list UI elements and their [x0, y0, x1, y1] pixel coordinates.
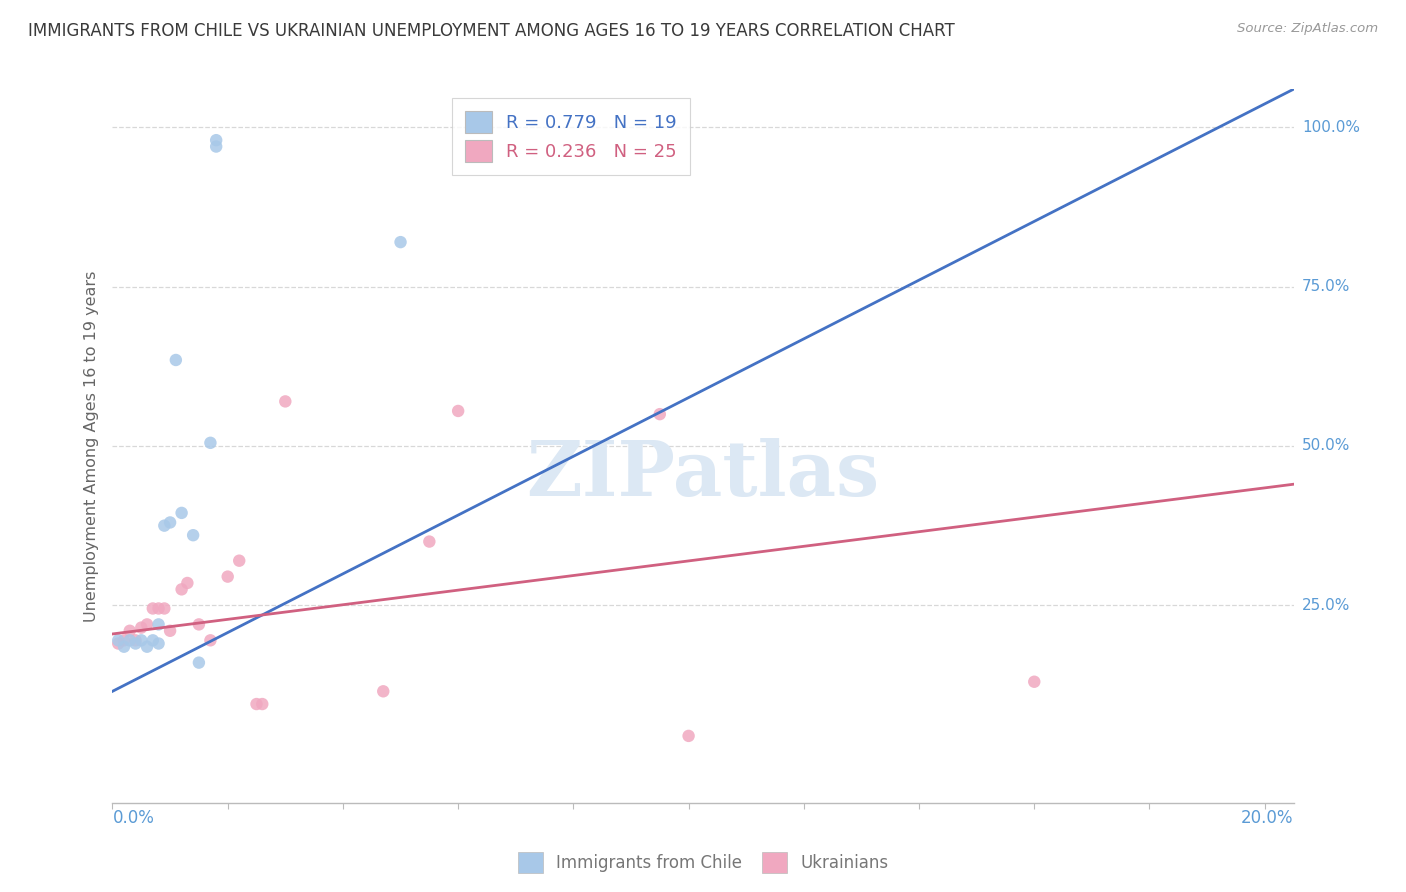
Point [418, 534, 440, 549]
Legend: Immigrants from Chile, Ukrainians: Immigrants from Chile, Ukrainians [510, 846, 896, 880]
Point [170, 506, 193, 520]
Point [136, 617, 159, 632]
Point [274, 394, 297, 409]
Point [112, 633, 135, 648]
Point [148, 636, 170, 650]
Point [124, 636, 146, 650]
Text: 50.0%: 50.0% [1302, 439, 1350, 453]
Point [112, 640, 135, 654]
Point [107, 633, 129, 648]
Text: 75.0%: 75.0% [1302, 279, 1350, 294]
Point [187, 617, 209, 632]
Text: 25.0%: 25.0% [1302, 598, 1350, 613]
Point [165, 353, 187, 368]
Point [389, 235, 412, 249]
Y-axis label: Unemployment Among Ages 16 to 19 years: Unemployment Among Ages 16 to 19 years [83, 270, 98, 622]
Point [148, 601, 170, 615]
Point [447, 404, 470, 418]
Text: 20.0%: 20.0% [1241, 809, 1294, 827]
Point [153, 518, 176, 533]
Point [124, 633, 146, 648]
Point [678, 729, 700, 743]
Point [118, 624, 141, 638]
Point [129, 633, 152, 648]
Point [153, 601, 176, 615]
Point [142, 601, 165, 615]
Point [252, 697, 274, 711]
Text: IMMIGRANTS FROM CHILE VS UKRAINIAN UNEMPLOYMENT AMONG AGES 16 TO 19 YEARS CORREL: IMMIGRANTS FROM CHILE VS UKRAINIAN UNEMP… [28, 22, 955, 40]
Point [217, 569, 239, 583]
Point [129, 621, 152, 635]
Point [148, 617, 170, 632]
Point [205, 133, 228, 147]
Point [159, 516, 181, 530]
Point [648, 407, 671, 421]
Point [159, 624, 181, 638]
Point [200, 633, 222, 648]
Text: 0.0%: 0.0% [112, 809, 155, 827]
Point [228, 554, 250, 568]
Point [181, 528, 204, 542]
Point [170, 582, 193, 597]
Text: 100.0%: 100.0% [1302, 120, 1360, 135]
Point [176, 576, 198, 591]
Point [205, 139, 228, 153]
Text: ZIPatlas: ZIPatlas [526, 438, 880, 511]
Point [118, 633, 141, 648]
Legend: R = 0.779   N = 19, R = 0.236   N = 25: R = 0.779 N = 19, R = 0.236 N = 25 [453, 98, 689, 175]
Text: Source: ZipAtlas.com: Source: ZipAtlas.com [1237, 22, 1378, 36]
Point [245, 697, 267, 711]
Point [187, 656, 209, 670]
Point [1024, 674, 1046, 689]
Point [373, 684, 395, 698]
Point [107, 636, 129, 650]
Point [142, 633, 165, 648]
Point [200, 435, 222, 450]
Point [136, 640, 159, 654]
